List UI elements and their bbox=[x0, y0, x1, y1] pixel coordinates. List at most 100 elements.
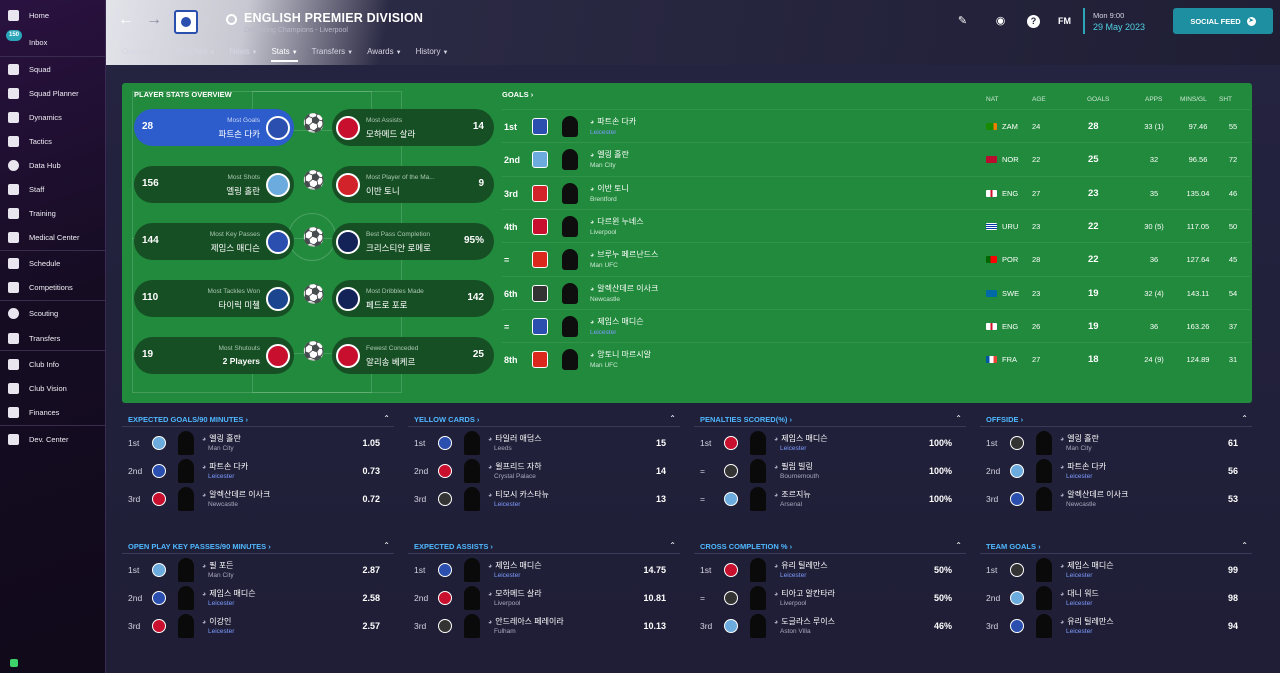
club-name[interactable]: Leicester bbox=[780, 445, 807, 452]
col-header-mins-gl[interactable]: MINS/GL bbox=[1180, 96, 1207, 103]
tab-overview[interactable]: Overview ▼ bbox=[122, 47, 164, 56]
table-row[interactable]: = ◕ 브루누 페르난드스 Man UFC POR 28 22 36 127.64… bbox=[502, 242, 1250, 275]
player-avatar[interactable] bbox=[1036, 459, 1052, 483]
club-name[interactable]: Man UFC bbox=[590, 362, 618, 370]
player-avatar[interactable] bbox=[1036, 431, 1052, 455]
club-name[interactable]: Liverpool bbox=[780, 600, 807, 607]
chevron-updown-icon[interactable]: ▲ ▼ bbox=[202, 12, 210, 31]
club-crest-icon[interactable] bbox=[438, 464, 452, 478]
social-feed-button[interactable]: SOCIAL FEED ➤ bbox=[1173, 8, 1273, 34]
club-name[interactable]: Man City bbox=[1066, 445, 1092, 452]
club-crest-icon[interactable] bbox=[152, 619, 166, 633]
sidebar-item-dynamics[interactable]: Dynamics bbox=[0, 106, 106, 128]
collapse-caret-icon[interactable]: ⌃ bbox=[955, 414, 962, 423]
club-crest-icon[interactable] bbox=[532, 351, 548, 369]
club-name[interactable]: Arsenal bbox=[780, 501, 803, 508]
tab-stats[interactable]: Stats ▼ bbox=[271, 47, 298, 62]
sidebar-item-scouting[interactable]: Scouting bbox=[0, 302, 106, 324]
player-avatar[interactable] bbox=[750, 459, 766, 483]
club-crest-icon[interactable] bbox=[724, 492, 738, 506]
most-assists-card[interactable]: Most Assists 모하메드 살라 14 bbox=[332, 109, 494, 146]
table-row[interactable]: 3rd ◕ 이반 토니 Brentford ENG 27 23 35 135.04… bbox=[502, 175, 1250, 209]
club-crest-icon[interactable] bbox=[532, 118, 548, 135]
sidebar-item-squad-planner[interactable]: Squad Planner bbox=[0, 82, 106, 104]
col-header-apps[interactable]: APPS bbox=[1145, 96, 1163, 103]
player-avatar[interactable] bbox=[178, 614, 194, 638]
list-item[interactable]: 1st ◕ 제임스 매디슨 Leicester 99 bbox=[980, 556, 1252, 584]
club-crest-icon[interactable] bbox=[724, 436, 738, 450]
player-avatar[interactable] bbox=[750, 431, 766, 455]
club-name[interactable]: Leicester bbox=[208, 628, 235, 635]
collapse-caret-icon[interactable]: ⌃ bbox=[669, 414, 676, 423]
most-key-passes-card[interactable]: 144 Most Key Passes 제임스 매디슨 bbox=[134, 223, 294, 260]
list-item[interactable]: 2nd ◕ 모하메드 살라 Liverpool 10.81 bbox=[408, 584, 680, 612]
tab-history[interactable]: History ▼ bbox=[415, 47, 449, 56]
club-name[interactable]: Leicester bbox=[1066, 628, 1093, 635]
list-item[interactable]: 3rd ◕ 알렉산데르 이사크 Newcastle 0.72 bbox=[122, 485, 394, 513]
list-item[interactable]: = ◕ 필립 빌링 Bournemouth 100% bbox=[694, 457, 966, 485]
club-crest-icon[interactable] bbox=[438, 436, 452, 450]
player-avatar[interactable] bbox=[464, 431, 480, 455]
sidebar-item-data-hub[interactable]: Data Hub bbox=[0, 154, 106, 176]
fm-logo[interactable]: FM bbox=[1058, 16, 1071, 26]
table-row[interactable]: 8th ◕ 앙토니 마르시알 Man UFC FRA 27 18 24 (9) 1… bbox=[502, 342, 1250, 375]
player-avatar[interactable] bbox=[1036, 558, 1052, 582]
list-item[interactable]: 1st ◕ 엘링 홀란 Man City 1.05 bbox=[122, 429, 394, 457]
club-name[interactable]: Brentford bbox=[590, 195, 617, 203]
club-crest-icon[interactable] bbox=[438, 619, 452, 633]
tab-news[interactable]: News ▼ bbox=[229, 47, 258, 56]
best-pass-completion-card[interactable]: Best Pass Completion 크리스티안 로메로 95% bbox=[332, 223, 494, 260]
table-row[interactable]: 2nd ◕ 엘링 홀란 Man City NOR 22 25 32 96.56 7… bbox=[502, 142, 1250, 175]
player-avatar[interactable] bbox=[178, 487, 194, 511]
search-icon[interactable] bbox=[226, 14, 237, 25]
club-name[interactable]: Leicester bbox=[590, 328, 617, 336]
club-name[interactable]: Leicester bbox=[494, 501, 521, 508]
player-avatar[interactable] bbox=[1036, 614, 1052, 638]
list-item[interactable]: = ◕ 티아고 알칸타라 Liverpool 50% bbox=[694, 584, 966, 612]
club-name[interactable]: Leicester bbox=[780, 572, 807, 579]
club-crest-icon[interactable] bbox=[724, 619, 738, 633]
list-item[interactable]: 1st ◕ 제임스 매디슨 Leicester 14.75 bbox=[408, 556, 680, 584]
club-crest-icon[interactable] bbox=[1010, 436, 1024, 450]
help-icon[interactable]: ? bbox=[1027, 15, 1040, 28]
club-name[interactable]: Man City bbox=[208, 445, 234, 452]
back-arrow-icon[interactable]: ← bbox=[118, 11, 134, 28]
col-header-sht[interactable]: SHT bbox=[1219, 96, 1232, 103]
club-name[interactable]: Leicester bbox=[494, 572, 521, 579]
player-avatar[interactable] bbox=[178, 558, 194, 582]
club-crest-icon[interactable] bbox=[532, 151, 548, 169]
club-name[interactable]: Leicester bbox=[208, 600, 235, 607]
goals-title-link[interactable]: GOALS › bbox=[502, 90, 534, 99]
list-item[interactable]: 2nd ◕ 윌프리드 자하 Crystal Palace 14 bbox=[408, 457, 680, 485]
club-name[interactable]: Leicester bbox=[590, 129, 617, 136]
club-name[interactable]: Bournemouth bbox=[780, 473, 820, 480]
player-avatar[interactable] bbox=[750, 586, 766, 610]
col-header-nat[interactable]: NAT bbox=[986, 96, 999, 103]
collapse-caret-icon[interactable]: ⌃ bbox=[955, 541, 962, 550]
club-name[interactable]: Newcastle bbox=[1066, 501, 1096, 508]
club-name[interactable]: Leicester bbox=[208, 473, 235, 480]
club-crest-icon[interactable] bbox=[532, 284, 548, 302]
club-name[interactable]: Leicester bbox=[1066, 600, 1093, 607]
collapse-caret-icon[interactable]: ⌃ bbox=[1241, 414, 1248, 423]
list-item[interactable]: 3rd ◕ 이강인 Leicester 2.57 bbox=[122, 612, 394, 640]
list-item[interactable]: 2nd ◕ 파트손 다카 Leicester 56 bbox=[980, 457, 1252, 485]
player-avatar[interactable] bbox=[464, 558, 480, 582]
sidebar-item-inbox[interactable]: Inbox bbox=[0, 31, 106, 53]
most-potm-card[interactable]: Most Player of the Ma... 이반 토니 9 bbox=[332, 166, 494, 203]
most-tackles-won-card[interactable]: 110 Most Tackles Won 타이릭 미첼 bbox=[134, 280, 294, 317]
club-crest-icon[interactable] bbox=[724, 464, 738, 478]
tab-awards[interactable]: Awards ▼ bbox=[367, 47, 402, 56]
sidebar-item-training[interactable]: Training bbox=[0, 202, 106, 224]
collapse-caret-icon[interactable]: ⌃ bbox=[383, 414, 390, 423]
club-crest-icon[interactable] bbox=[1010, 492, 1024, 506]
club-crest-icon[interactable] bbox=[152, 492, 166, 506]
player-avatar[interactable] bbox=[464, 487, 480, 511]
player-avatar[interactable] bbox=[562, 249, 578, 271]
club-name[interactable]: Leicester bbox=[1066, 473, 1093, 480]
club-crest-icon[interactable] bbox=[532, 217, 548, 235]
list-item[interactable]: 2nd ◕ 대니 워드 Leicester 98 bbox=[980, 584, 1252, 612]
club-name[interactable]: Man City bbox=[590, 162, 616, 170]
list-item[interactable]: 1st ◕ 타일러 애덤스 Leeds 15 bbox=[408, 429, 680, 457]
player-avatar[interactable] bbox=[750, 487, 766, 511]
